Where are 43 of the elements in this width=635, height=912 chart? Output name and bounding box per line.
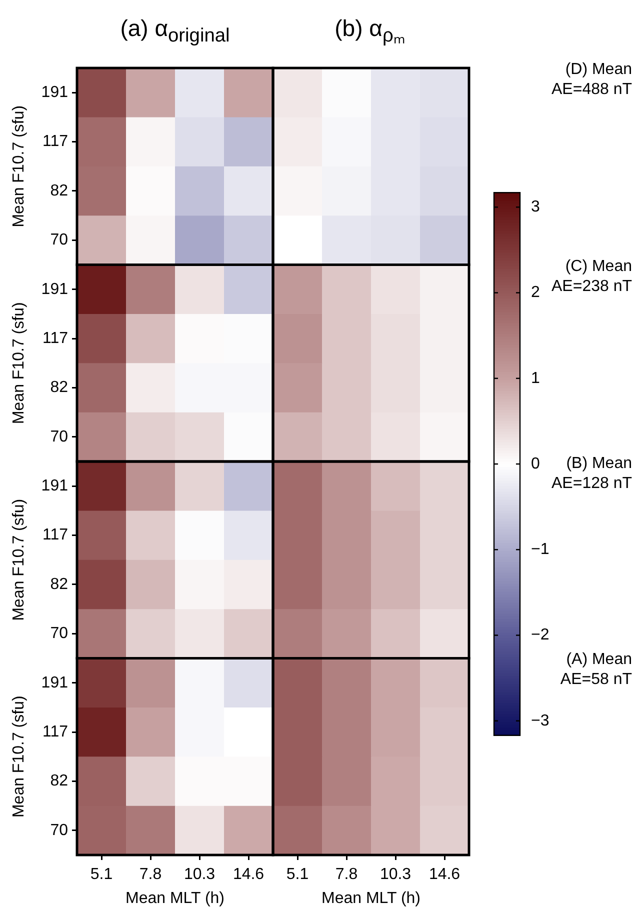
y-tick-label: 117 — [42, 723, 68, 740]
x-tick-label: 7.8 — [139, 866, 162, 884]
x-tick-label: 10.3 — [380, 866, 412, 884]
y-tick-label: 70 — [50, 428, 68, 446]
x-tick-label: 5.1 — [286, 866, 309, 884]
text: Mean F10.7 (sfu) — [10, 696, 28, 818]
text: Mean F10.7 (sfu) — [10, 302, 28, 424]
y-tick-label: 70 — [50, 625, 68, 642]
y-axis-title: Mean F10.7 (sfu) — [10, 105, 28, 228]
text: (a) α$_{original}$ — [120, 15, 230, 48]
y-tick-label: 70 — [50, 822, 68, 839]
y-tick-label: 82 — [50, 182, 68, 200]
color-bar-label: 1 — [531, 370, 540, 387]
x-tick-label: 14.6 — [428, 866, 460, 884]
y-tick-label: 82 — [50, 772, 68, 790]
color-bar-label: 3 — [531, 198, 540, 216]
x-tick-label: 7.8 — [335, 866, 358, 884]
color-bar-label: 0 — [531, 455, 540, 472]
y-tick-label: 117 — [42, 330, 68, 347]
text: (D) Mean AE=488 nT — [550, 60, 632, 100]
text: Mean F10.7 (sfu) — [10, 498, 28, 621]
y-tick-label: 82 — [50, 379, 68, 396]
x-tick-label: 5.1 — [90, 866, 113, 884]
text: (B) Mean AE=128 nT — [550, 454, 632, 494]
text: (b) α$_{ρₘ}$ — [334, 15, 406, 48]
x-axis-title: Mean MLT (h) — [126, 890, 224, 907]
color-bar-label: −2 — [531, 626, 550, 644]
text: Mean MLT (h) — [322, 890, 420, 907]
y-tick-label: 117 — [42, 133, 68, 150]
color-bar-label: −1 — [531, 541, 550, 558]
x-tick-label: 10.3 — [184, 866, 216, 884]
text: (A) Mean AE=58 nT — [559, 650, 632, 690]
color-bar-label: −3 — [531, 712, 550, 730]
y-tick-label: 82 — [50, 576, 68, 593]
text: (C) Mean AE=238 nT — [550, 257, 632, 297]
y-tick-label: 117 — [42, 526, 68, 544]
color-bar-label: 2 — [531, 284, 540, 302]
y-tick-label: 191 — [41, 478, 68, 494]
x-tick-label: 14.6 — [232, 866, 264, 884]
y-tick-label: 191 — [41, 84, 68, 101]
y-tick-label: 191 — [41, 280, 68, 298]
y-tick-label: 70 — [50, 232, 68, 249]
y-tick-label: 191 — [41, 674, 68, 692]
